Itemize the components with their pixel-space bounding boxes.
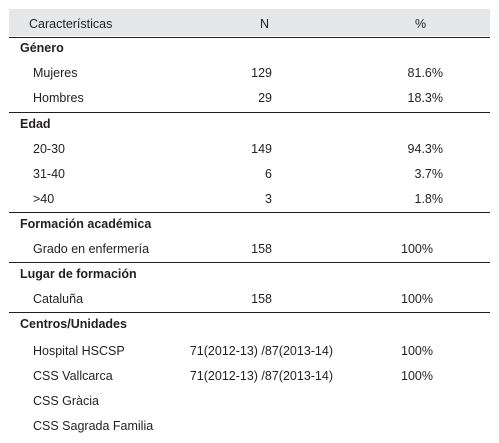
row-label: Mujeres bbox=[33, 66, 78, 80]
section-divider bbox=[9, 112, 490, 113]
section-title-genero: Género bbox=[20, 41, 64, 55]
row-label: 31-40 bbox=[33, 167, 65, 181]
section-divider bbox=[9, 262, 490, 263]
row-label: >40 bbox=[33, 192, 55, 206]
section-title-lugar: Lugar de formación bbox=[20, 267, 137, 281]
row-label: CSS Sagrada Familia bbox=[33, 419, 154, 433]
header-characteristics: Características bbox=[29, 17, 113, 31]
header-percent: % bbox=[415, 17, 427, 31]
row-label: CSS Gràcia bbox=[33, 394, 99, 408]
section-divider bbox=[9, 37, 490, 38]
section-title-edad: Edad bbox=[20, 117, 51, 131]
row-label: Hombres bbox=[33, 91, 84, 105]
header-n: N bbox=[260, 17, 270, 31]
row-label: 20-30 bbox=[33, 142, 65, 156]
section-title-formacion: Formación académica bbox=[20, 217, 152, 231]
row-label: CSS Vallcarca bbox=[33, 369, 113, 383]
section-divider bbox=[9, 312, 490, 313]
table-header: Características N % bbox=[9, 9, 490, 36]
section-divider bbox=[9, 212, 490, 213]
section-title-centros: Centros/Unidades bbox=[20, 317, 127, 331]
row-label: Hospital HSCSP bbox=[33, 344, 125, 358]
row-label: Grado en enfermería bbox=[33, 242, 150, 256]
row-label: Cataluña bbox=[33, 292, 84, 306]
